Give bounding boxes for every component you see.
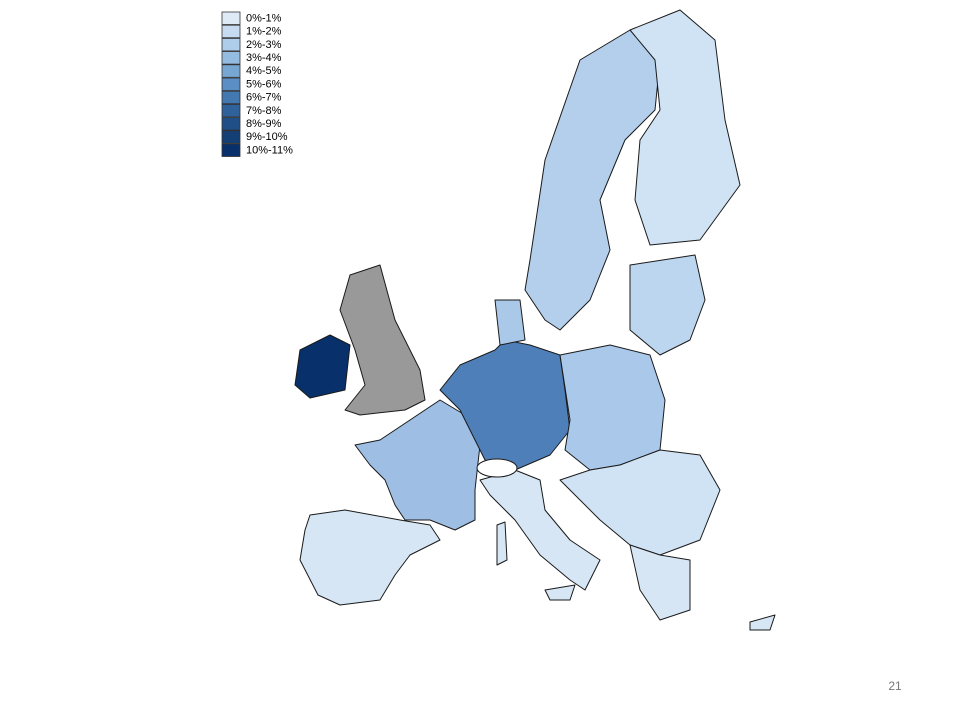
region — [629, 9, 741, 246]
legend-label: 7%-8% — [246, 105, 282, 117]
legend-label: 1%-2% — [246, 26, 282, 38]
legend: 0%-1% 1%-2%2%-3%3%-4%4%-5%5%-6% 6%-7%7%-8%… — [221, 11, 293, 157]
legend-swatch — [221, 143, 241, 157]
region — [479, 469, 601, 591]
region — [339, 264, 426, 416]
legend-swatch — [221, 77, 241, 91]
legend-swatch — [221, 117, 241, 131]
legend-swatch — [221, 51, 241, 65]
region — [559, 449, 721, 556]
region — [439, 339, 571, 471]
region — [629, 254, 706, 356]
legend-label: 9%-10% — [246, 131, 288, 143]
legend-swatch — [221, 64, 241, 78]
legend-swatch — [221, 90, 241, 105]
legend-swatch — [221, 38, 241, 52]
region — [749, 614, 776, 631]
legend-label: 3%-4% — [246, 52, 282, 64]
legend-label: 4%-5% — [246, 65, 282, 77]
legend-label: 2%-3% — [246, 39, 282, 51]
legend-swatch — [221, 104, 241, 118]
region — [294, 334, 351, 399]
legend-swatch — [221, 24, 241, 39]
region — [559, 344, 666, 471]
legend-label: 8%-9% — [246, 118, 282, 130]
region — [629, 544, 691, 621]
map — [294, 9, 776, 631]
region — [476, 458, 518, 478]
legend-label: 10%-11% — [246, 144, 293, 156]
legend-swatch — [221, 130, 241, 144]
region — [524, 29, 661, 331]
region — [544, 584, 576, 601]
region — [496, 521, 508, 566]
page-number: 21 — [888, 679, 902, 693]
legend-swatch — [221, 11, 241, 25]
legend-label: 6%-7% — [246, 92, 282, 104]
region — [494, 299, 526, 346]
region — [354, 399, 481, 531]
legend-label: 0%-1% — [246, 12, 282, 24]
region — [299, 509, 441, 606]
legend-label: 5%-6% — [246, 78, 282, 90]
